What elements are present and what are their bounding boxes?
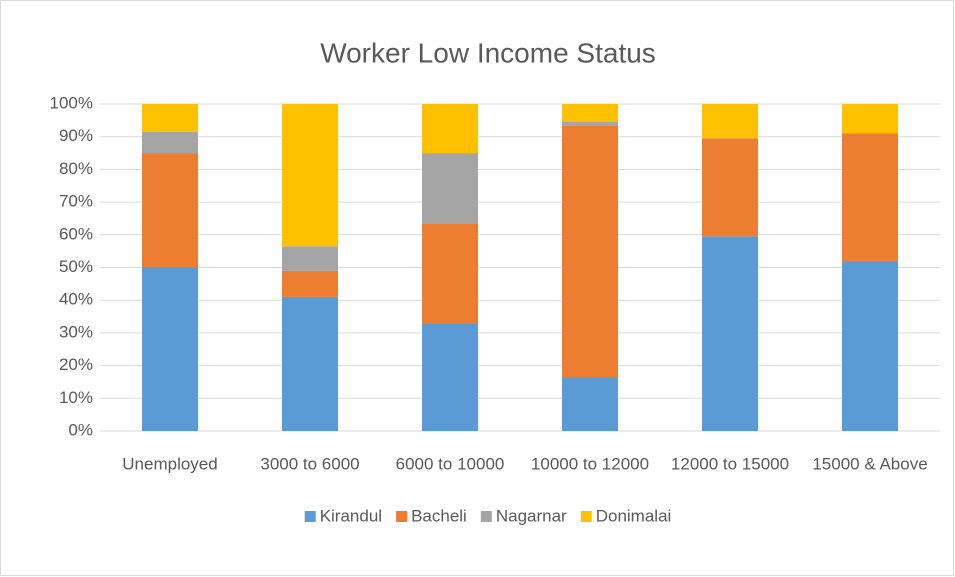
y-tick-label: 70% <box>59 192 93 211</box>
y-tick-label: 30% <box>59 322 93 341</box>
bar-segment <box>422 223 478 324</box>
bar-segment <box>142 267 198 431</box>
x-tick-label: Unemployed <box>122 454 217 473</box>
y-tick-label: 0% <box>68 420 93 439</box>
bar-segment <box>562 104 618 122</box>
bar-segment <box>282 104 338 247</box>
legend-swatch <box>580 511 592 522</box>
y-tick-label: 20% <box>59 355 93 374</box>
legend-label: Nagarnar <box>496 506 567 525</box>
bar-segment <box>842 104 898 134</box>
bar-segment <box>702 138 758 237</box>
bar-segment <box>142 131 198 154</box>
x-tick-label: 6000 to 10000 <box>396 454 505 473</box>
bar-segment <box>842 260 898 431</box>
y-tick-label: 10% <box>59 388 93 407</box>
legend-swatch <box>480 511 492 522</box>
bar-segment <box>142 104 198 132</box>
legend: Kirandul Bacheli Nagarnar Donimalai <box>304 506 672 525</box>
bar-segment <box>842 133 898 261</box>
bar-segment <box>702 236 758 431</box>
y-tick-label: 50% <box>59 257 93 276</box>
chart-title: Worker Low Income Status <box>320 37 656 68</box>
bar-segment <box>282 246 338 271</box>
y-tick-label: 60% <box>59 224 93 243</box>
bar-segment <box>422 104 478 154</box>
y-tick-label: 100% <box>50 93 93 112</box>
x-tick-label: 10000 to 12000 <box>531 454 649 473</box>
bar-segment <box>562 377 618 431</box>
bar-segment <box>422 153 478 224</box>
x-tick-label: 15000 & Above <box>812 454 927 473</box>
bar-segment <box>562 121 618 126</box>
legend-label: Bacheli <box>411 506 467 525</box>
y-tick-label: 80% <box>59 159 93 178</box>
bar-segment <box>282 270 338 297</box>
legend-label: Kirandul <box>320 506 382 525</box>
legend-swatch <box>304 511 316 522</box>
bar-segment <box>142 153 198 268</box>
legend-swatch <box>396 511 408 522</box>
bar-segment <box>422 323 478 431</box>
bar-segment <box>562 125 618 378</box>
x-tick-label: 12000 to 15000 <box>671 454 789 473</box>
legend-label: Donimalai <box>596 506 672 525</box>
bar-segment <box>282 296 338 431</box>
y-tick-label: 40% <box>59 290 93 309</box>
y-tick-label: 90% <box>59 126 93 145</box>
x-tick-label: 3000 to 6000 <box>260 454 359 473</box>
bar-segment <box>702 104 758 139</box>
